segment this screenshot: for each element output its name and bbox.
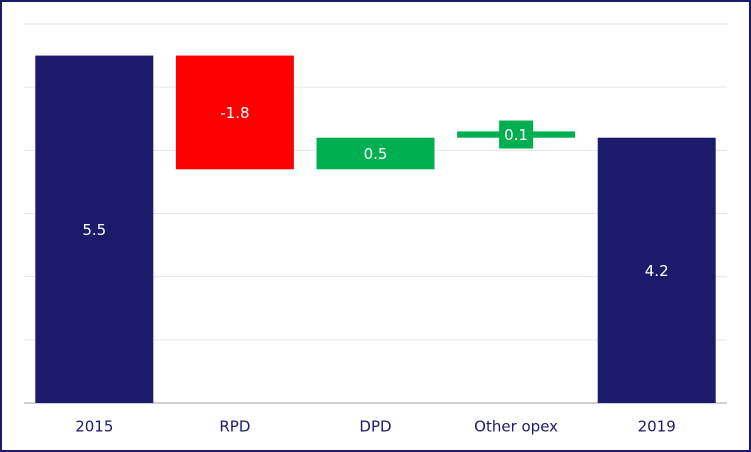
x-tick-label: RPD (219, 418, 250, 436)
bar (597, 137, 716, 403)
value-label: 0.1 (504, 126, 528, 144)
x-tick-label: 2019 (638, 418, 676, 436)
value-label: 5.5 (82, 221, 106, 239)
bar (35, 55, 154, 403)
bar (316, 137, 435, 170)
label-box (499, 120, 534, 149)
value-label: 4.2 (645, 262, 669, 280)
value-label: -1.8 (220, 104, 249, 122)
x-tick-label: 2015 (75, 418, 113, 436)
x-tick-label: DPD (359, 418, 391, 436)
value-label: 0.5 (364, 145, 388, 163)
x-tick-label: Other opex (474, 418, 558, 436)
bar (175, 55, 294, 170)
